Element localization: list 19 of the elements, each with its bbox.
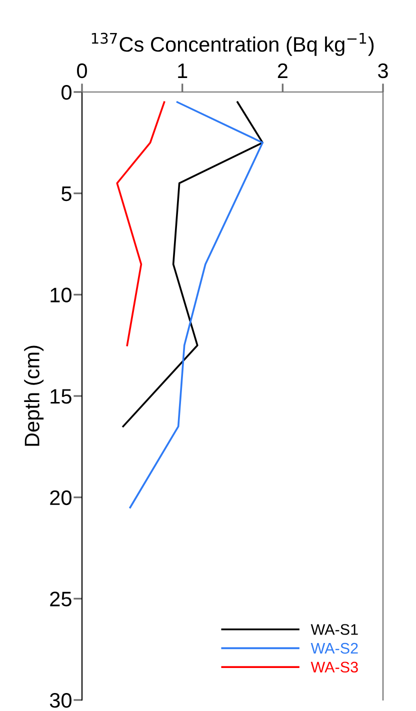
legend-label: WA-S3 — [310, 662, 358, 673]
legend-label: WA-S2 — [310, 642, 358, 654]
y-tick-label: 5 — [62, 186, 72, 202]
x-tick-label: 1 — [178, 64, 188, 78]
x-tick-label: 0 — [77, 63, 87, 78]
y-axis-title: Depth (cm) — [24, 346, 44, 446]
y-tick-label: 30 — [50, 693, 72, 708]
line-series — [122, 101, 264, 428]
legend-label: WA-S1 — [310, 624, 358, 635]
y-tick-label: 0 — [62, 85, 72, 100]
line-series — [129, 101, 264, 508]
x-axis-title: $^{137}$Cs Concentration (Bq kg$^{−1}$) — [92, 32, 374, 56]
line-series — [116, 101, 166, 346]
x-tick-label: 3 — [378, 63, 388, 78]
y-tick-label: 20 — [50, 490, 72, 506]
y-tick-label: 10 — [50, 288, 72, 302]
y-tick-label: 25 — [50, 592, 72, 606]
x-tick-label: 2 — [278, 63, 288, 78]
y-tick-label: 15 — [50, 389, 72, 404]
